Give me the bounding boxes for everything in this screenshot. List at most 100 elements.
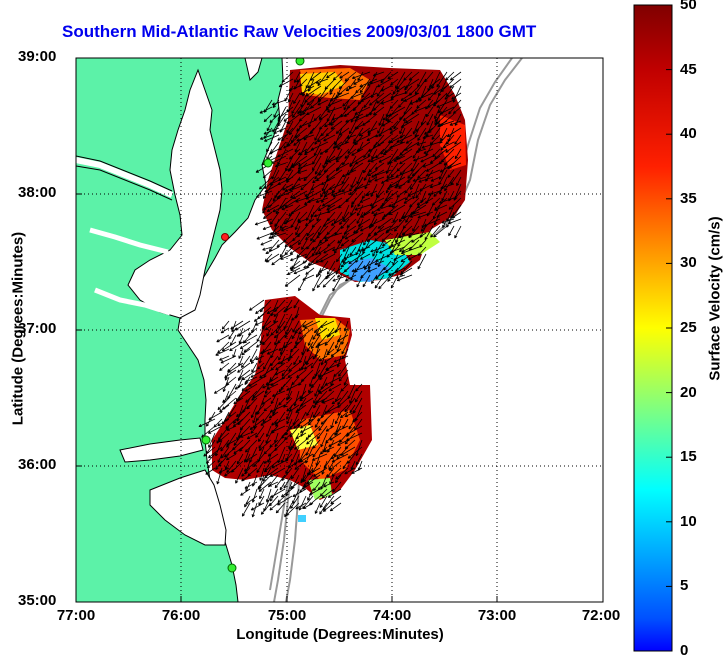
velocity-arrow xyxy=(277,495,286,503)
velocity-arrow xyxy=(335,474,342,484)
velocity-arrow xyxy=(362,260,378,269)
velocity-arrow xyxy=(268,239,280,252)
velocity-arrow xyxy=(319,495,328,508)
velocity-arrow xyxy=(316,327,328,336)
velocity-arrow xyxy=(311,453,328,461)
velocity-arrow xyxy=(446,85,455,97)
velocity-arrow xyxy=(259,348,272,354)
velocity-arrow xyxy=(312,176,322,184)
velocity-arrow xyxy=(266,204,280,212)
velocity-arrow xyxy=(241,383,251,392)
velocity-arrow xyxy=(262,246,273,251)
velocity-arrow xyxy=(355,439,363,457)
velocity-arrow xyxy=(293,355,300,366)
velocity-arrow xyxy=(327,239,336,247)
velocity-arrow xyxy=(382,113,392,121)
velocity-arrow xyxy=(377,120,385,134)
velocity-arrow xyxy=(331,113,350,121)
velocity-arrow xyxy=(340,446,356,456)
velocity-arrow xyxy=(297,148,308,156)
velocity-arrow xyxy=(335,467,349,480)
velocity-arrow xyxy=(398,99,406,108)
velocity-arrow xyxy=(270,376,286,386)
velocity-arrow xyxy=(216,334,230,343)
velocity-arrow xyxy=(305,232,315,241)
velocity-arrow xyxy=(419,183,434,192)
velocity-arrow xyxy=(434,204,448,211)
velocity-arrow xyxy=(290,162,301,168)
velocity-arrow xyxy=(286,267,301,275)
velocity-arrow xyxy=(353,225,364,234)
velocity-arrow xyxy=(304,148,315,156)
velocity-arrow xyxy=(398,232,413,239)
velocity-arrow xyxy=(381,120,392,127)
velocity-arrow xyxy=(416,197,427,206)
velocity-arrow xyxy=(245,495,258,505)
velocity-arrow xyxy=(351,467,363,474)
velocity-arrow xyxy=(260,502,272,515)
velocity-arrow xyxy=(404,78,420,89)
velocity-arrow xyxy=(385,162,392,175)
velocity-arrow xyxy=(253,453,265,468)
velocity-arrow xyxy=(333,369,342,377)
velocity-arrow xyxy=(316,267,322,278)
velocity-arrow xyxy=(298,327,314,340)
velocity-arrow xyxy=(281,204,294,211)
velocity-arrow xyxy=(350,460,356,471)
velocity-arrow xyxy=(263,211,273,220)
velocity-arrow xyxy=(347,446,363,459)
velocity-arrow xyxy=(421,218,427,229)
velocity-arrow xyxy=(263,113,273,123)
velocity-arrow xyxy=(328,183,343,190)
velocity-arrow xyxy=(288,162,294,172)
velocity-arrow xyxy=(327,488,342,498)
velocity-arrow xyxy=(293,92,301,105)
velocity-arrow xyxy=(292,190,308,199)
velocity-arrow xyxy=(310,183,322,191)
velocity-arrow xyxy=(258,348,265,364)
velocity-arrow xyxy=(448,225,455,237)
velocity-arrow xyxy=(295,432,307,439)
velocity-arrow xyxy=(448,162,462,169)
velocity-arrow xyxy=(454,134,462,145)
velocity-arrow xyxy=(258,439,265,449)
velocity-arrow xyxy=(327,197,343,208)
velocity-arrow xyxy=(314,162,322,175)
velocity-arrow xyxy=(332,274,350,282)
velocity-arrow xyxy=(263,404,272,412)
velocity-arrow xyxy=(421,141,441,149)
velocity-arrow xyxy=(294,141,301,153)
velocity-arrow xyxy=(328,460,342,471)
velocity-arrow xyxy=(311,155,322,171)
velocity-arrow xyxy=(356,211,364,224)
velocity-arrow xyxy=(338,369,349,382)
velocity-arrow xyxy=(342,155,350,166)
velocity-arrow xyxy=(203,446,216,457)
velocity-arrow xyxy=(272,190,280,202)
velocity-arrow xyxy=(351,148,364,156)
velocity-arrow xyxy=(337,85,343,96)
velocity-arrow xyxy=(262,204,273,210)
velocity-arrow xyxy=(413,155,427,162)
velocity-arrow xyxy=(305,432,314,441)
velocity-arrow xyxy=(226,439,237,446)
velocity-arrow xyxy=(297,162,315,170)
velocity-arrow xyxy=(363,148,371,158)
velocity-arrow xyxy=(363,99,371,109)
velocity-arrow xyxy=(274,162,287,168)
velocity-arrow xyxy=(385,225,399,233)
velocity-arrow xyxy=(252,411,258,424)
velocity-arrow xyxy=(348,253,364,264)
velocity-arrow xyxy=(341,327,349,345)
velocity-arrow xyxy=(307,197,322,204)
velocity-arrow xyxy=(287,369,300,378)
velocity-arrow xyxy=(454,148,462,160)
y-axis-title: Latitude (Degrees:Minutes) xyxy=(9,231,27,426)
velocity-arrow xyxy=(280,253,294,260)
velocity-arrow xyxy=(219,355,230,361)
velocity-arrow xyxy=(263,355,272,370)
velocity-arrow xyxy=(249,299,265,311)
velocity-arrow xyxy=(372,246,378,257)
x-tick-label: 77:00 xyxy=(56,607,96,624)
pamlico-sound xyxy=(149,469,227,546)
